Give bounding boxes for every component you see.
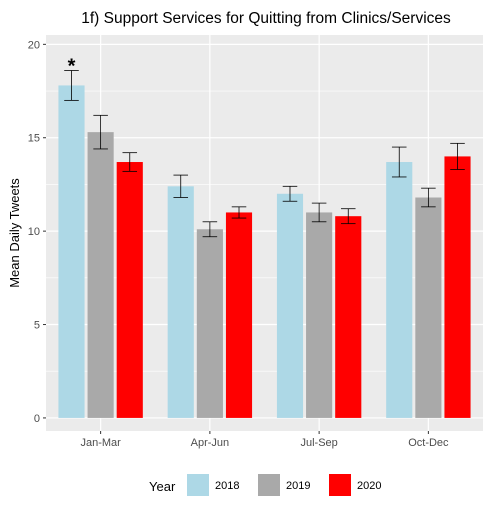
y-tick-label: 10 xyxy=(28,226,40,238)
legend-title: Year xyxy=(149,479,176,494)
legend-label: 2020 xyxy=(357,480,381,492)
bar xyxy=(87,132,114,418)
bar xyxy=(276,193,304,418)
x-tick-label: Oct-Dec xyxy=(408,437,449,449)
bar xyxy=(306,212,333,418)
significance-annotation: * xyxy=(68,55,76,77)
y-axis-title: Mean Daily Tweets xyxy=(7,178,22,288)
y-tick-label: 5 xyxy=(34,320,40,332)
bar xyxy=(196,229,223,418)
y-axis-ticks: 0 5 10 15 20 xyxy=(28,39,46,425)
legend-key xyxy=(258,474,280,496)
x-tick-label: Jan-Mar xyxy=(80,437,121,449)
bar xyxy=(335,216,362,418)
bar xyxy=(444,156,471,418)
y-tick-label: 15 xyxy=(28,133,40,145)
legend: Year 2018 2019 2020 xyxy=(149,474,381,496)
annotations: * xyxy=(68,55,76,77)
bar xyxy=(386,162,413,418)
bar xyxy=(415,197,442,418)
x-tick-label: Jul-Sep xyxy=(300,437,337,449)
y-tick-label: 20 xyxy=(28,39,40,51)
legend-key xyxy=(187,474,209,496)
y-tick-label: 0 xyxy=(34,413,40,425)
bars xyxy=(58,85,471,418)
bar xyxy=(116,162,143,418)
bar xyxy=(58,85,85,418)
x-tick-label: Apr-Jun xyxy=(191,437,230,449)
legend-key xyxy=(329,474,351,496)
error-bars xyxy=(64,70,465,238)
x-axis-ticks: Jan-Mar Apr-Jun Jul-Sep Oct-Dec xyxy=(80,431,449,449)
legend-label: 2018 xyxy=(215,480,239,492)
legend-label: 2019 xyxy=(286,480,310,492)
chart-title: 1f) Support Services for Quitting from C… xyxy=(81,10,451,27)
bar xyxy=(225,212,253,418)
bar xyxy=(167,186,194,418)
